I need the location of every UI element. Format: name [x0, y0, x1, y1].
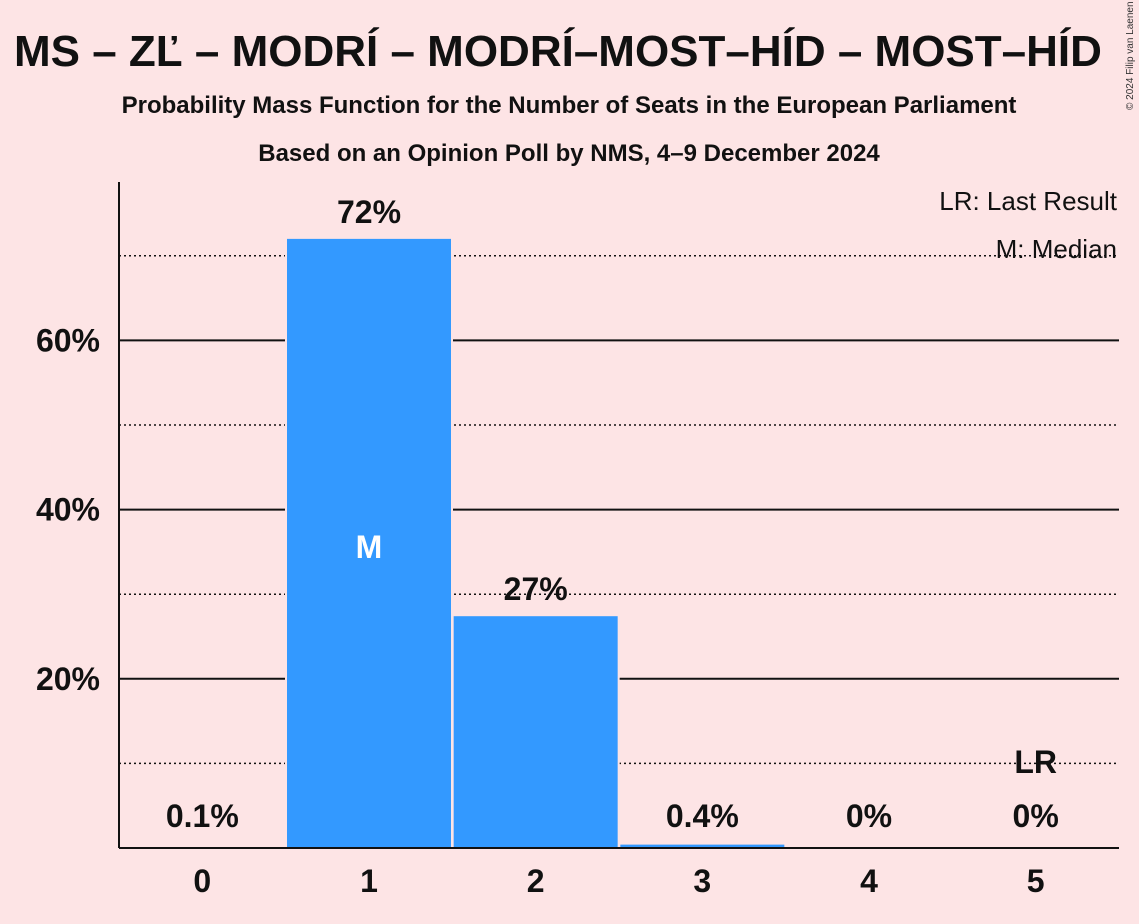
copyright-notice: © 2024 Filip van Laenen: [1125, 1, 1136, 110]
y-tick-label: 20%: [36, 661, 100, 697]
data-label: 0.1%: [166, 798, 239, 834]
bar-1: [287, 238, 451, 848]
data-label: 27%: [504, 571, 568, 607]
x-tick-label: 1: [360, 863, 378, 899]
bars: [118, 236, 787, 848]
x-tick-label: 4: [860, 863, 878, 899]
legend-median: M: Median: [996, 234, 1117, 264]
x-tick-labels: 0 1 2 3 4 5: [193, 863, 1044, 899]
chart-subtitle-line-1: Probability Mass Function for the Number…: [122, 92, 1017, 119]
data-label: 72%: [337, 194, 401, 230]
y-tick-label: 60%: [36, 322, 100, 358]
data-label: 0%: [846, 798, 892, 834]
data-label: 0.4%: [666, 798, 739, 834]
bar-gap: [118, 845, 287, 848]
data-labels: 0.1% 72% 27% 0.4% 0% 0% M LR: [166, 194, 1059, 834]
bar-3: [620, 844, 785, 848]
data-label: 0%: [1013, 798, 1059, 834]
chart-title: MS – ZĽ – MODRÍ – MODRÍ–MOST–HÍD – MOST–…: [14, 26, 1102, 76]
last-result-marker: LR: [1014, 744, 1057, 780]
bar-2: [453, 616, 618, 848]
legend-last-result: LR: Last Result: [939, 186, 1118, 216]
x-tick-label: 3: [693, 863, 711, 899]
x-tick-label: 5: [1027, 863, 1045, 899]
median-marker: M: [356, 529, 383, 565]
x-tick-label: 2: [527, 863, 545, 899]
y-tick-label: 40%: [36, 492, 100, 528]
x-tick-label: 0: [193, 863, 211, 899]
chart-subtitle-line-2: Based on an Opinion Poll by NMS, 4–9 Dec…: [258, 140, 880, 167]
y-tick-labels: 20% 40% 60%: [36, 322, 100, 696]
